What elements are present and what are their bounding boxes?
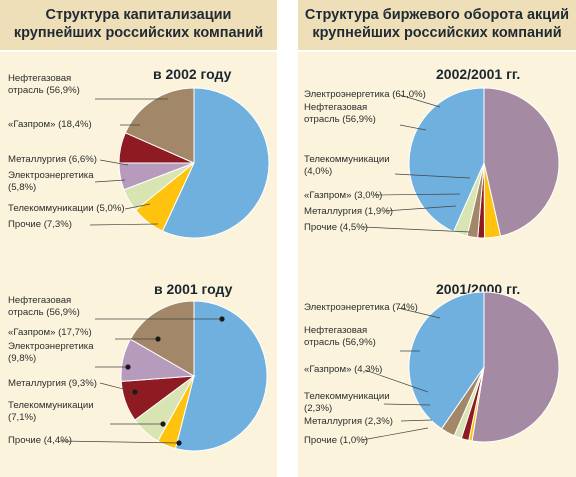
- chart-title: в 2001 году: [154, 281, 233, 297]
- slice-label: Металлургия (1,9%): [304, 206, 393, 217]
- slice-label: Телекоммуникации (7,1%): [8, 400, 94, 423]
- leader-line: [400, 419, 433, 422]
- leader-dot: [160, 421, 166, 427]
- slice-label: Нефтегазовая отрасль (56,9%): [304, 102, 376, 125]
- slice-label: Металлургия (6,6%): [8, 154, 97, 165]
- slice-label: Прочие (4,5%): [304, 222, 368, 233]
- slice-label: «Газпром» (4,3%): [304, 364, 383, 375]
- leader-line: [374, 193, 461, 196]
- leader-line: [89, 223, 159, 226]
- left-panel-header: Структура капитализации крупнейших росси…: [0, 0, 277, 52]
- slice-label: Прочие (4,4%): [8, 435, 72, 446]
- right-panel-title-line1: Структура биржевого оборота акций: [304, 7, 570, 23]
- slice-label: Электроэнергетика (9,8%): [8, 341, 94, 364]
- chart-title: 2001/2000 гг.: [436, 281, 521, 297]
- slice-label: Электроэнергетика (61,0%): [304, 89, 426, 100]
- leader-line: [361, 427, 429, 441]
- slice-label: Металлургия (2,3%): [304, 416, 393, 427]
- leader-line: [124, 203, 151, 210]
- leader-line: [94, 179, 126, 183]
- slice-label: Нефтегазовая отрасль (56,9%): [8, 295, 80, 318]
- pie-slice: [161, 87, 270, 239]
- chart-title: в 2002 году: [153, 66, 232, 82]
- leader-dot: [125, 364, 131, 370]
- slice-label: Электроэнергетика (5,8%): [8, 170, 94, 193]
- slice-label: Телекоммуникации (2,3%): [304, 391, 390, 414]
- slice-label: Прочие (1,0%): [304, 435, 368, 446]
- slice-label: Прочие (7,3%): [8, 219, 72, 230]
- pie-slice: [174, 300, 268, 452]
- leader-line: [99, 159, 129, 166]
- pie-slice: [483, 87, 560, 237]
- leader-dot: [219, 316, 225, 322]
- pie-slice: [129, 300, 195, 377]
- leader-dot: [176, 440, 182, 446]
- leader-line: [59, 440, 180, 444]
- slice-label: «Газпром» (3,0%): [304, 190, 383, 201]
- slice-label: Нефтегазовая отрасль (56,9%): [304, 325, 376, 348]
- slice-label: «Газпром» (18,4%): [8, 119, 92, 130]
- left-panel-title-line2: крупнейших российских компаний: [13, 25, 264, 41]
- slice-label: Электроэнергетика (74%): [304, 302, 418, 313]
- leader-dot: [155, 336, 161, 342]
- right-panel-header: Структура биржевого оборота акций крупне…: [298, 0, 576, 52]
- leader-line: [384, 205, 457, 212]
- leader-dot: [132, 389, 138, 395]
- leader-line: [362, 226, 471, 233]
- slice-label: Телекоммуникации (5,0%): [8, 203, 125, 214]
- leader-line: [397, 307, 441, 319]
- right-panel-title-line2: крупнейших российских компаний: [312, 25, 562, 41]
- left-panel: Структура капитализации крупнейших росси…: [0, 0, 277, 477]
- leader-line: [99, 382, 136, 393]
- chart-title: 2002/2001 гг.: [436, 66, 521, 82]
- leader-line: [399, 94, 441, 108]
- pie-slice: [124, 87, 195, 164]
- slice-label: Телекоммуникации (4,0%): [304, 154, 390, 177]
- pie-slice: [408, 291, 485, 430]
- slice-label: «Газпром» (17,7%): [8, 327, 92, 338]
- pie-slice: [471, 291, 560, 443]
- slice-label: Металлургия (9,3%): [8, 378, 97, 389]
- leader-line: [364, 369, 429, 393]
- left-panel-title-line1: Структура капитализации: [45, 7, 232, 23]
- leader-line: [399, 124, 427, 131]
- leader-line: [383, 403, 431, 406]
- slice-label: Нефтегазовая отрасль (56,9%): [8, 73, 80, 96]
- pie-slice: [408, 87, 485, 233]
- leader-line: [394, 173, 471, 179]
